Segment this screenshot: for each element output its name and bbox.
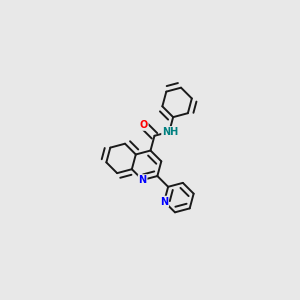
Text: NH: NH: [162, 127, 178, 137]
Text: N: N: [160, 196, 168, 206]
Text: N: N: [139, 175, 147, 185]
Text: O: O: [140, 120, 148, 130]
